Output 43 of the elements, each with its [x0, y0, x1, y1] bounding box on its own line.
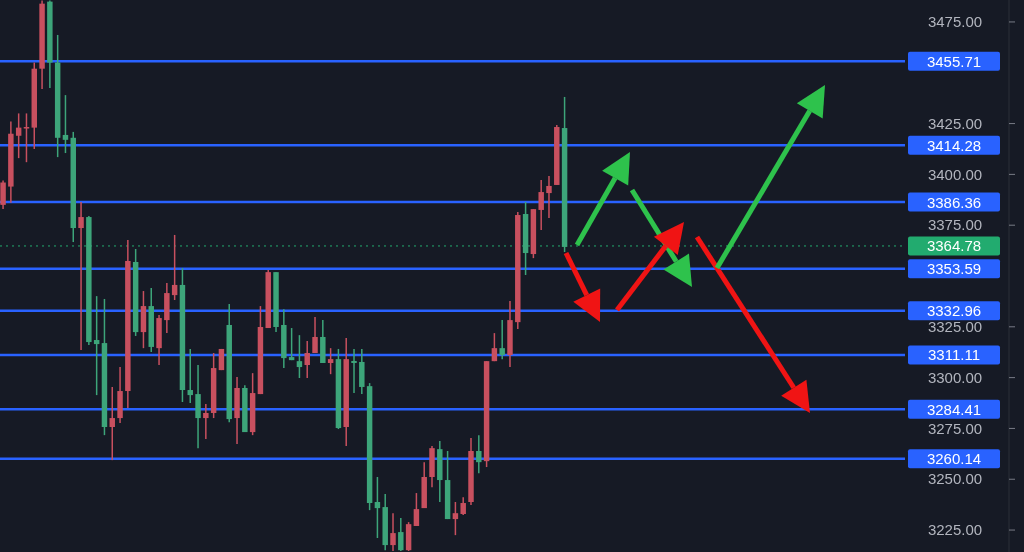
candlestick	[62, 94, 69, 154]
candlestick	[476, 434, 482, 474]
candlestick	[203, 403, 209, 440]
ref-line-label: 3311.11	[928, 346, 980, 364]
candlestick	[351, 348, 357, 394]
candlestick	[23, 112, 30, 163]
ref-line-label: 3332.96	[926, 302, 982, 320]
ref-line-label: 3364.78	[926, 237, 982, 255]
ref-line-label: 3386.36	[926, 193, 982, 211]
candlestick	[390, 512, 396, 552]
ref-line-label: 3353.59	[926, 260, 982, 278]
candlestick	[304, 340, 310, 379]
ref-line-label: 3260.14	[926, 450, 982, 468]
y-tick-label: 3225.00	[927, 521, 983, 539]
candlestick	[491, 332, 498, 362]
candlestick	[538, 179, 544, 231]
candlestick	[0, 179, 6, 210]
y-tick-label: 3325.00	[927, 318, 983, 336]
y-tick-label: 3375.00	[927, 216, 983, 234]
candlestick	[398, 517, 404, 552]
candlestick	[312, 316, 318, 354]
candlestick	[109, 386, 115, 461]
candlestick	[195, 364, 201, 449]
candlestick	[546, 175, 552, 219]
candlestick	[171, 234, 178, 301]
y-tick-label: 3275.00	[927, 419, 983, 437]
y-tick-label: 3250.00	[927, 470, 983, 488]
candlestick	[78, 201, 84, 351]
candlestick	[93, 295, 100, 396]
y-tick-label: 3425.00	[927, 114, 983, 132]
ref-line-label: 3414.28	[926, 136, 982, 154]
y-tick-label: 3400.00	[927, 165, 983, 183]
candlestick	[452, 501, 459, 536]
candlestick	[499, 319, 505, 360]
candlestick	[327, 347, 334, 375]
y-tick-label: 3475.00	[927, 13, 983, 31]
y-tick-label: 3300.00	[927, 368, 983, 386]
candlestick	[15, 112, 22, 159]
candlestick	[413, 492, 420, 527]
ref-line-label: 3455.71	[926, 52, 982, 70]
ref-line-label: 3284.41	[926, 400, 982, 418]
candlestick	[374, 476, 381, 539]
candlestick	[296, 334, 303, 379]
